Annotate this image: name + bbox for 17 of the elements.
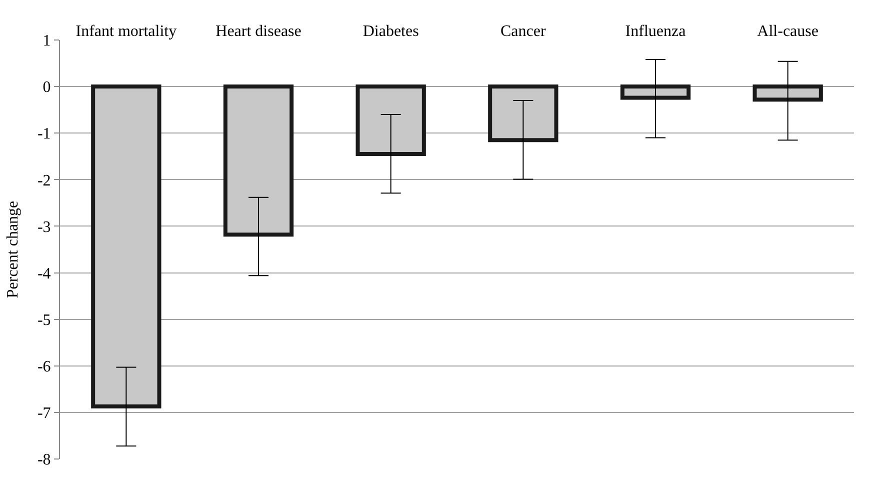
y-tick-label: -7 xyxy=(37,405,51,422)
x-tick-label: Influenza xyxy=(625,22,686,40)
y-axis-title: Percent change xyxy=(4,200,22,298)
y-tick-label: -4 xyxy=(37,265,51,282)
x-tick-label: Infant mortality xyxy=(76,22,177,40)
y-tick-label: -5 xyxy=(37,312,51,329)
y-tick-label: -1 xyxy=(37,126,51,143)
y-tick-label: -3 xyxy=(37,218,51,236)
y-tick-label: 1 xyxy=(42,32,51,50)
x-tick-label: All-cause xyxy=(757,22,818,40)
x-tick-label: Diabetes xyxy=(362,22,419,40)
x-tick-label: Heart disease xyxy=(216,22,302,40)
y-tick-label: -8 xyxy=(37,452,51,469)
y-tick-label: -2 xyxy=(37,172,51,190)
x-tick-label: Cancer xyxy=(500,22,546,40)
y-tick-label: 0 xyxy=(42,79,51,96)
y-tick-label: -6 xyxy=(37,358,51,376)
